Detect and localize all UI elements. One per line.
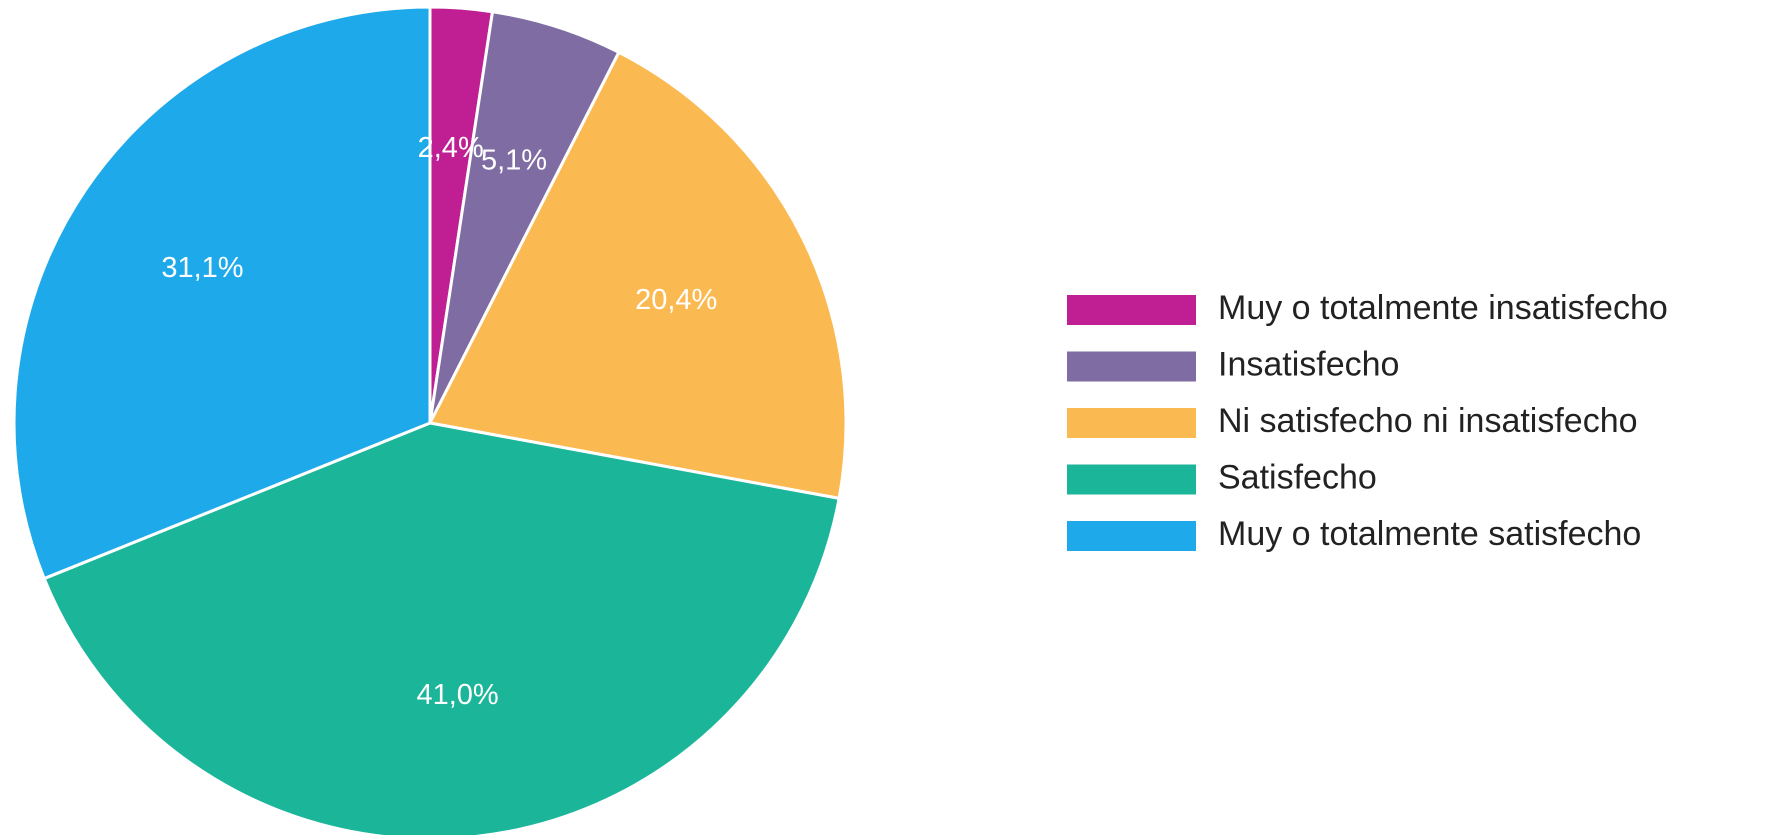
legend-label: Muy o totalmente insatisfecho	[1218, 289, 1668, 327]
legend-swatch	[1067, 521, 1196, 551]
pie-slice	[12, 5, 432, 581]
data-label: 2,4%	[418, 132, 484, 164]
pie-slice	[42, 421, 841, 835]
legend-swatch	[1067, 295, 1196, 325]
legend-swatch	[1067, 464, 1196, 495]
pie-slice	[427, 50, 848, 501]
legend-label: Insatisfecho	[1218, 345, 1399, 383]
legend-swatch	[1067, 408, 1196, 438]
legend-swatch	[1067, 351, 1196, 382]
data-label: 31,1%	[161, 252, 243, 284]
legend-label: Ni satisfecho ni insatisfecho	[1218, 402, 1638, 440]
data-label: 20,4%	[635, 284, 717, 316]
data-label: 5,1%	[481, 144, 547, 176]
data-label: 41,0%	[416, 679, 498, 711]
legend-label: Muy o totalmente satisfecho	[1218, 515, 1641, 553]
legend-label: Satisfecho	[1218, 458, 1377, 496]
